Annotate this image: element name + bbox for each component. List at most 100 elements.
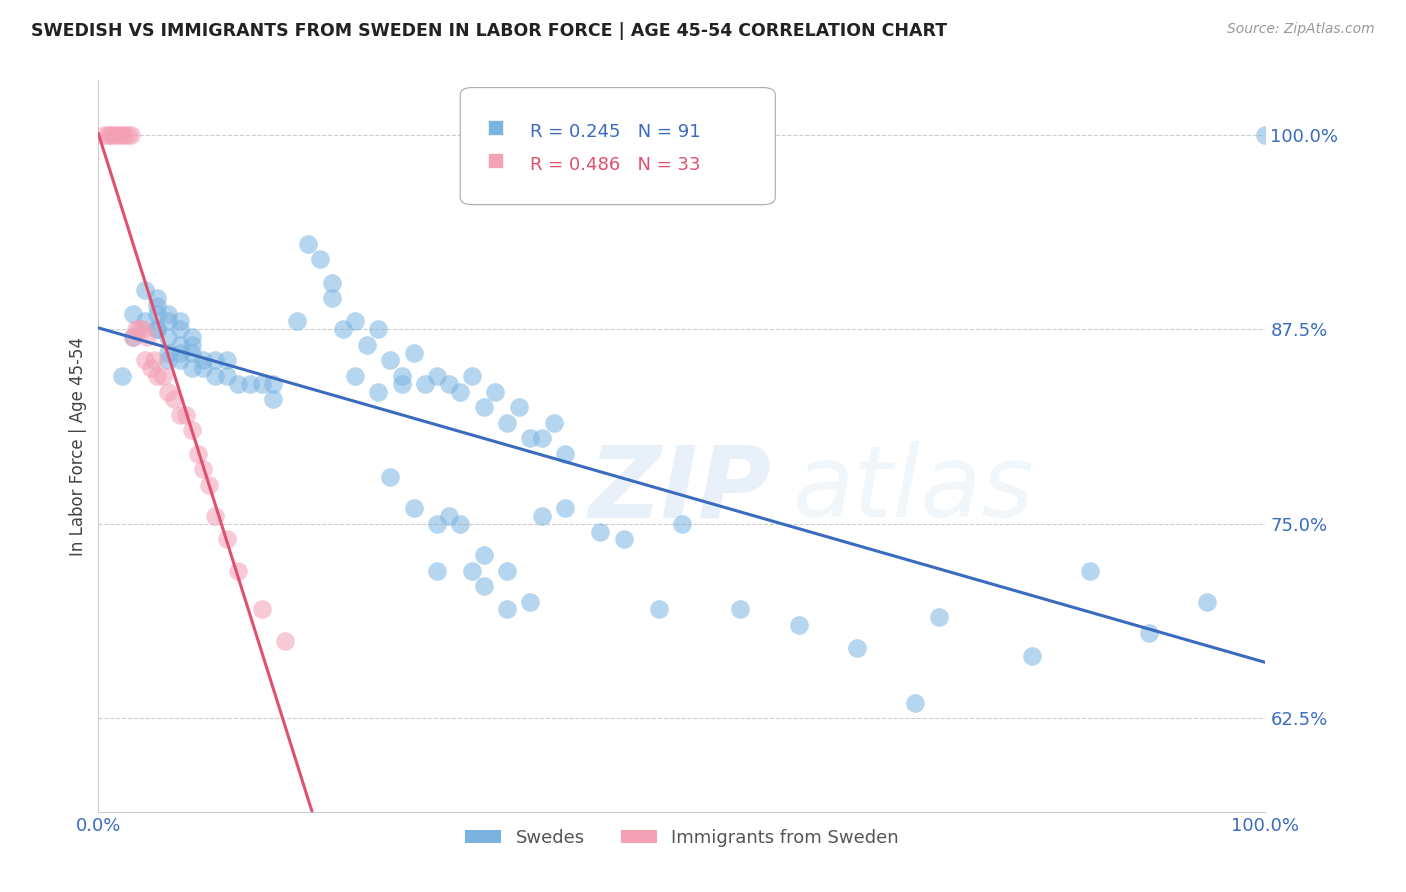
Point [128,322,150,336]
Point [146,307,169,321]
Point [239,376,262,391]
Point [647,602,669,616]
Point [391,368,413,383]
Point [449,516,471,531]
Text: Source: ZipAtlas.com: Source: ZipAtlas.com [1227,22,1375,37]
Point [367,322,389,336]
Point [157,384,180,399]
Point [250,376,273,391]
Point [228,376,250,391]
Point [136,330,159,344]
Point [472,400,495,414]
Point [157,345,180,359]
Point [122,330,145,344]
Point [380,470,402,484]
Point [228,564,250,578]
Point [928,610,950,624]
Point [274,633,297,648]
Point [157,330,180,344]
Bar [489,154,502,168]
Point [97,128,120,142]
Point [356,338,378,352]
Point [426,368,449,383]
Point [108,128,131,142]
Text: R = 0.245   N = 91: R = 0.245 N = 91 [530,123,700,141]
Point [122,330,145,344]
Point [262,392,284,407]
Point [285,314,308,328]
Point [134,284,156,298]
Point [146,322,169,336]
Point [297,236,319,251]
Point [180,338,202,352]
Point [321,276,343,290]
Point [472,548,495,562]
Point [215,353,238,368]
Point [117,128,139,142]
Point [146,299,169,313]
Point [180,424,202,438]
Point [530,509,553,524]
Point [671,516,693,531]
Point [198,478,221,492]
Text: SWEDISH VS IMMIGRANTS FROM SWEDEN IN LABOR FORCE | AGE 45-54 CORRELATION CHART: SWEDISH VS IMMIGRANTS FROM SWEDEN IN LAB… [31,22,948,40]
Point [169,322,191,336]
Point [93,128,115,142]
Point [426,516,449,531]
Point [380,353,402,368]
Point [125,322,148,336]
Point [904,696,927,710]
Point [496,602,519,616]
Point [134,353,156,368]
FancyBboxPatch shape [460,87,775,204]
Point [449,384,471,399]
Text: atlas: atlas [793,442,1035,539]
Point [120,128,142,142]
Point [613,533,636,547]
Point [157,353,180,368]
Point [132,322,155,336]
Point [193,462,215,476]
Point [204,368,226,383]
Point [554,501,576,516]
Point [146,322,169,336]
Point [215,533,238,547]
Point [187,447,209,461]
Y-axis label: In Labor Force | Age 45-54: In Labor Force | Age 45-54 [69,336,87,556]
Point [496,564,519,578]
Point [519,594,541,608]
Point [402,501,425,516]
Point [730,602,752,616]
Point [530,431,553,445]
Point [472,579,495,593]
Point [344,368,367,383]
Point [484,384,506,399]
Point [122,307,145,321]
Point [554,447,576,461]
Point [169,345,191,359]
Point [180,330,202,344]
Point [204,509,226,524]
Point [169,408,191,422]
Point [437,376,460,391]
Point [204,353,226,368]
Point [157,307,180,321]
Point [157,314,180,328]
Bar [489,121,502,135]
Point [143,353,166,368]
Point [98,128,121,142]
Point [134,314,156,328]
Text: R = 0.486   N = 33: R = 0.486 N = 33 [530,155,700,174]
Point [139,361,162,376]
Point [152,368,174,383]
Point [169,338,191,352]
Point [169,314,191,328]
Point [1254,128,1277,142]
Point [180,345,202,359]
Point [1137,625,1160,640]
Point [413,376,436,391]
Point [496,416,519,430]
Point [174,408,197,422]
Point [193,361,215,376]
Point [787,618,810,632]
